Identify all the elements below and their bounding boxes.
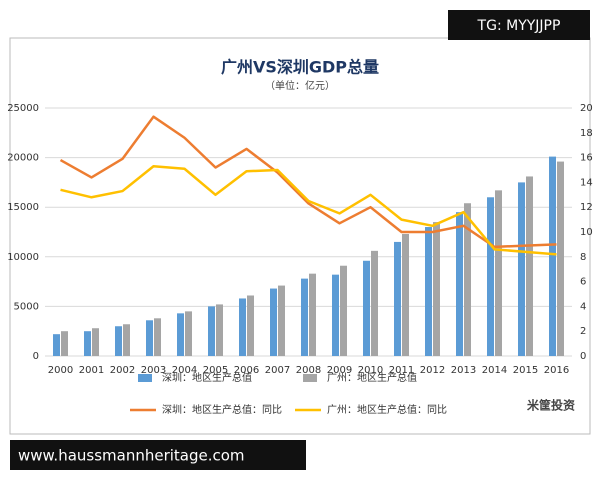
bar [332,274,339,356]
x-tick-label: 2011 [389,365,414,376]
legend-label: 广州：地区生产总值：同比 [327,403,447,416]
x-tick-label: 2007 [265,365,290,376]
y-tick-label: 20000 [7,153,39,164]
bar [177,313,184,356]
bar [549,156,556,356]
y2-tick-label: 18 [580,128,593,139]
bar [154,318,161,356]
x-tick-label: 2002 [110,365,135,376]
bar [495,190,502,356]
x-tick-label: 2014 [482,365,507,376]
bar [53,334,60,356]
bar [394,241,401,356]
y-tick-label: 10000 [7,252,39,263]
bar [208,306,215,356]
bar [518,182,525,356]
bar [84,331,91,356]
legend-label: 广州：地区生产总值 [327,371,417,384]
bar [92,328,99,356]
x-tick-label: 2013 [451,365,476,376]
bar [456,212,463,356]
tag-text: TG: MYYJJPP [477,18,561,34]
x-tick-label: 2001 [79,365,104,376]
y2-tick-label: 8 [580,252,586,263]
x-tick-label: 2010 [358,365,383,376]
x-tick-label: 2004 [172,365,197,376]
chart-subtitle: （单位：亿元） [265,79,335,92]
x-tick-label: 2016 [544,365,569,376]
bar [487,197,494,356]
legend-swatch [138,374,152,382]
x-tick-label: 2005 [203,365,228,376]
url-box [10,440,306,470]
bar [301,278,308,356]
y2-tick-label: 6 [580,277,586,288]
tag-box [448,10,590,40]
chart-title: 广州VS深圳GDP总量 [221,58,379,77]
bar [433,222,440,356]
bar [216,304,223,356]
y-tick-label: 0 [33,351,39,362]
line [59,115,557,249]
y2-tick-label: 16 [580,153,593,164]
x-tick-label: 2003 [141,365,166,376]
bar [309,273,316,356]
bar [123,324,130,356]
x-tick-label: 2000 [48,365,73,376]
bar [425,227,432,356]
bar [526,176,533,356]
x-tick-label: 2012 [420,365,445,376]
bar [185,311,192,356]
x-tick-label: 2006 [234,365,259,376]
y2-tick-label: 0 [580,351,586,362]
bar [239,298,246,356]
bar [340,265,347,356]
bar [146,320,153,356]
y2-tick-label: 10 [580,227,593,238]
y2-tick-label: 4 [580,301,586,312]
y2-tick-label: 2 [580,326,586,337]
y-tick-label: 25000 [7,103,39,114]
x-tick-label: 2008 [296,365,321,376]
bar [247,295,254,356]
legend-label: 深圳：地区生产总值 [162,371,252,384]
bar [371,250,378,356]
x-tick-label: 2015 [513,365,538,376]
bar [270,288,277,356]
y-tick-label: 15000 [7,202,39,213]
bar [402,233,409,356]
y2-tick-label: 20 [580,103,593,114]
logo-text: 米筐投资 [527,398,575,413]
x-tick-label: 2009 [327,365,352,376]
y2-tick-label: 12 [580,202,593,213]
bar [363,260,370,356]
bar [115,326,122,356]
legend-swatch [303,374,317,382]
bar [557,161,564,356]
legend-label: 深圳：地区生产总值：同比 [162,403,282,416]
y2-tick-label: 14 [580,177,593,188]
bar [278,285,285,356]
line [60,165,557,256]
bar [464,203,471,356]
bar [61,331,68,356]
y-tick-label: 5000 [14,301,39,312]
url-text: www.haussmannheritage.com [18,447,245,465]
